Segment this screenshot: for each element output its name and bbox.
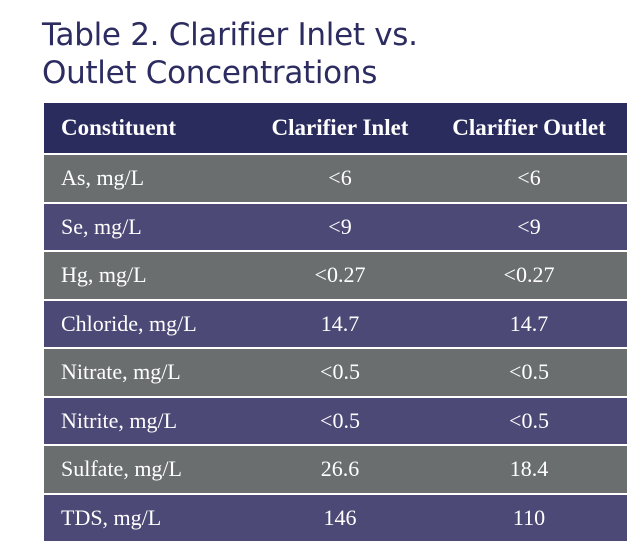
inlet-value-cell: <0.5: [249, 396, 431, 446]
table-row: TDS, mg/L 146 110: [44, 493, 627, 541]
table-row: Hg, mg/L <0.27 <0.27: [44, 251, 627, 301]
outlet-value-cell: 18.4: [431, 445, 627, 495]
inlet-value-cell: 26.6: [249, 445, 431, 495]
outlet-value-cell: <0.5: [431, 396, 627, 446]
table-row: As, mg/L <6 <6: [44, 154, 627, 204]
outlet-value-cell: 110: [431, 493, 627, 541]
constituent-cell: Chloride, mg/L: [44, 299, 249, 349]
table-row: Nitrate, mg/L <0.5 <0.5: [44, 348, 627, 398]
constituent-cell: As, mg/L: [44, 154, 249, 204]
table-row: Chloride, mg/L 14.7 14.7: [44, 299, 627, 349]
table-header-row: Constituent Clarifier Inlet Clarifier Ou…: [44, 103, 627, 155]
table-title-line-1: Table 2. Clarifier Inlet vs.: [42, 17, 418, 53]
constituent-cell: TDS, mg/L: [44, 493, 249, 541]
outlet-value-cell: 14.7: [431, 299, 627, 349]
table-title: Table 2. Clarifier Inlet vs. Outlet Conc…: [42, 16, 602, 92]
concentrations-table: Constituent Clarifier Inlet Clarifier Ou…: [44, 103, 627, 541]
outlet-value-cell: <0.27: [431, 251, 627, 301]
inlet-value-cell: 14.7: [249, 299, 431, 349]
table-row: Se, mg/L <9 <9: [44, 202, 627, 252]
constituent-cell: Se, mg/L: [44, 202, 249, 252]
inlet-value-cell: <6: [249, 154, 431, 204]
column-header-constituent: Constituent: [44, 103, 249, 155]
constituent-cell: Nitrate, mg/L: [44, 348, 249, 398]
column-header-clarifier-outlet: Clarifier Outlet: [431, 103, 627, 155]
inlet-value-cell: <0.5: [249, 348, 431, 398]
constituent-cell: Nitrite, mg/L: [44, 396, 249, 446]
table-title-line-2: Outlet Concentrations: [42, 55, 378, 91]
inlet-value-cell: <0.27: [249, 251, 431, 301]
inlet-value-cell: <9: [249, 202, 431, 252]
table-row: Nitrite, mg/L <0.5 <0.5: [44, 396, 627, 446]
constituent-cell: Sulfate, mg/L: [44, 445, 249, 495]
outlet-value-cell: <9: [431, 202, 627, 252]
constituent-cell: Hg, mg/L: [44, 251, 249, 301]
inlet-value-cell: 146: [249, 493, 431, 541]
outlet-value-cell: <6: [431, 154, 627, 204]
column-header-clarifier-inlet: Clarifier Inlet: [249, 103, 431, 155]
outlet-value-cell: <0.5: [431, 348, 627, 398]
table-row: Sulfate, mg/L 26.6 18.4: [44, 445, 627, 495]
